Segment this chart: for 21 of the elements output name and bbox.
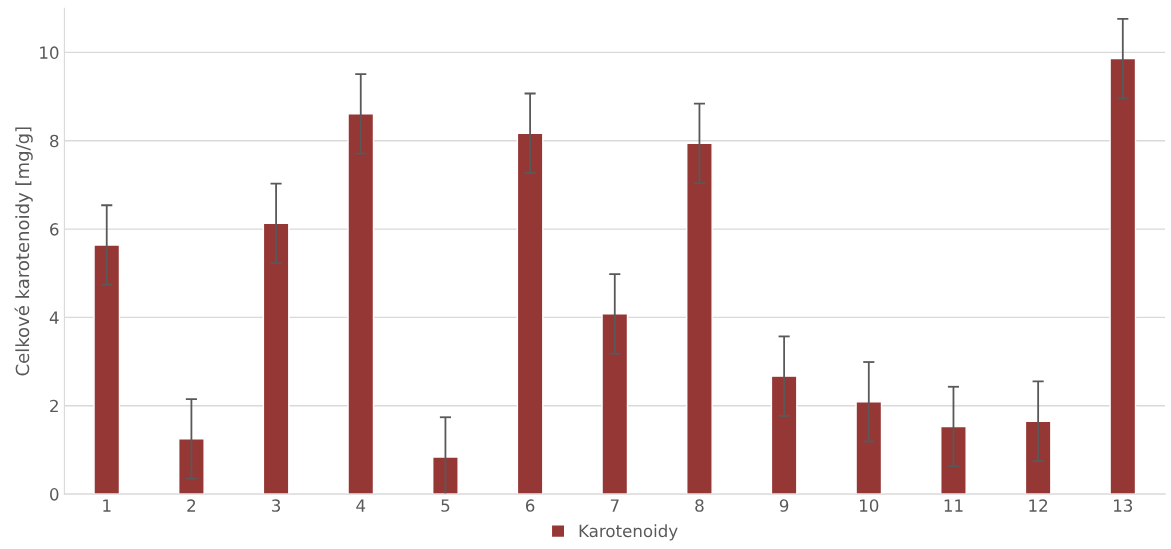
y-tick-label: 10 <box>40 46 59 59</box>
x-tick-label: 3 <box>272 499 281 512</box>
x-tick-label: 11 <box>944 499 963 512</box>
x-tick-label: 12 <box>1029 499 1048 512</box>
x-tick-label: 6 <box>525 499 535 512</box>
x-tick-label: 1 <box>103 499 111 512</box>
y-tick-label: 2 <box>50 399 58 413</box>
x-tick-label: 4 <box>356 499 366 512</box>
y-tick-label: 8 <box>50 134 59 148</box>
x-tick-label: 2 <box>187 499 196 512</box>
x-tick-label: 9 <box>779 499 789 512</box>
x-tick-label: 8 <box>695 499 704 512</box>
x-tick-label: 5 <box>441 499 450 512</box>
x-tick-label: 13 <box>1114 499 1133 512</box>
y-axis-title: Celkové karotenoidy [mg/g] <box>14 127 33 376</box>
y-tick-label: 6 <box>50 223 59 236</box>
x-tick-label: 7 <box>610 499 619 512</box>
x-tick-label: 10 <box>860 499 879 512</box>
y-tick-label: 4 <box>49 311 59 324</box>
y-tick-label: 0 <box>50 488 59 501</box>
legend-label: Karotenoidy <box>579 524 678 541</box>
